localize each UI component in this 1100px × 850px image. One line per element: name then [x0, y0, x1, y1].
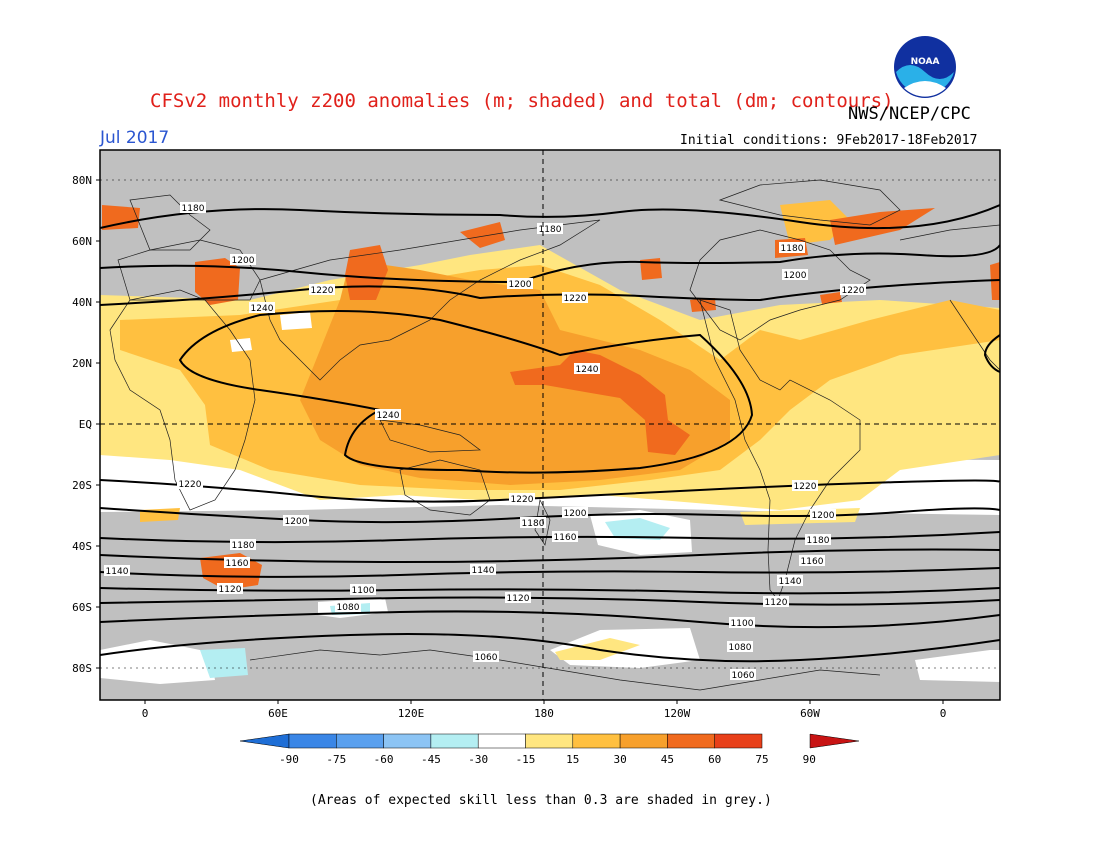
contour-label: 1240 — [576, 365, 599, 375]
contour-label: 1200 — [509, 280, 532, 290]
lon-label: 120W — [664, 707, 691, 720]
contour-label: 1220 — [564, 294, 587, 304]
colorbar-segment — [336, 733, 384, 749]
contour-label: 1160 — [554, 533, 577, 543]
contour-label: 1140 — [779, 577, 802, 587]
contour-label: 1160 — [226, 559, 249, 569]
contour-label: 1100 — [352, 586, 375, 596]
map-title: CFSv2 monthly z200 anomalies (m; shaded)… — [150, 90, 894, 112]
map-frame — [99, 149, 1001, 701]
colorbar-label: -90 — [279, 753, 299, 766]
colorbar-segment — [430, 733, 479, 749]
contour-label: 1220 — [842, 286, 865, 296]
contour-label: 1080 — [729, 643, 752, 653]
contour-label: 1200 — [784, 271, 807, 281]
contour-label: 1240 — [251, 304, 274, 314]
colorbar-segment — [288, 733, 337, 749]
lat-label: 20N — [72, 357, 92, 370]
contour-label: 1220 — [511, 495, 534, 505]
lat-label: 60N — [72, 235, 92, 248]
reference-lines — [100, 150, 1000, 700]
colorbar-right-arrow — [809, 733, 860, 749]
colorbar-segment — [572, 733, 621, 749]
agency-label: NWS/NCEP/CPC — [848, 104, 971, 124]
contour-label: 1180 — [522, 519, 545, 529]
initial-conditions: Initial conditions: 9Feb2017-18Feb2017 — [680, 133, 978, 148]
lon-label: 0 — [142, 707, 149, 720]
contour-label: 1120 — [507, 594, 530, 604]
colorbar-label: -75 — [326, 753, 346, 766]
polar-circles — [100, 179, 1000, 669]
noaa-logo-text: NOAA — [911, 57, 940, 67]
contour-label: 1180 — [807, 536, 830, 546]
colorbar: -90 -75 -60 -45 -30 -15 15 30 45 60 75 90 — [239, 733, 860, 766]
footnote: (Areas of expected skill less than 0.3 a… — [310, 793, 772, 808]
contour-label: 1200 — [812, 511, 835, 521]
colorbar-segment — [477, 733, 526, 749]
contour-label: 1200 — [232, 256, 255, 266]
lat-label: 20S — [72, 479, 92, 492]
colorbar-label: -15 — [516, 753, 536, 766]
colorbar-label: 60 — [708, 753, 721, 766]
longitude-labels: 0 60E 120E 180 120W 60W 0 — [142, 707, 947, 720]
contour-label: 1080 — [337, 603, 360, 613]
contour-label: 1200 — [564, 509, 587, 519]
colorbar-label: -45 — [421, 753, 441, 766]
colorbar-label: 45 — [661, 753, 674, 766]
lat-label: 80N — [72, 174, 92, 187]
lat-label: 60S — [72, 601, 92, 614]
contour-labels: 1180 1180 1200 1220 1240 1200 1220 1240 … — [104, 202, 866, 681]
lat-label: 40S — [72, 540, 92, 553]
colorbar-label: -60 — [374, 753, 394, 766]
colorbar-label: 30 — [613, 753, 626, 766]
contour-label: 1140 — [472, 566, 495, 576]
contour-label: 1060 — [475, 653, 498, 663]
colorbar-label: 75 — [755, 753, 768, 766]
contour-label: 1120 — [219, 585, 242, 595]
colorbar-segment — [714, 733, 763, 749]
contour-label: 1060 — [732, 671, 755, 681]
axis-ticks — [96, 179, 944, 704]
latitude-labels: 80N 60N 40N 20N EQ 20S 40S 60S 80S — [72, 174, 92, 675]
lon-label: 120E — [398, 707, 425, 720]
contour-label: 1140 — [106, 567, 129, 577]
contour-label: 1220 — [179, 480, 202, 490]
colorbar-segment — [619, 733, 668, 749]
contour-label: 1100 — [731, 619, 754, 629]
lon-label: 180 — [534, 707, 554, 720]
noaa-logo: NOAA — [894, 36, 956, 98]
colorbar-left-arrow — [239, 733, 290, 749]
contour-label: 1240 — [377, 411, 400, 421]
lat-label: EQ — [79, 418, 92, 431]
lat-label: 80S — [72, 662, 92, 675]
contour-label: 1220 — [311, 286, 334, 296]
contour-label: 1180 — [539, 225, 562, 235]
valid-month: Jul 2017 — [100, 128, 170, 148]
colorbar-label: -30 — [468, 753, 488, 766]
colorbar-segment — [525, 733, 574, 749]
lat-label: 40N — [72, 296, 92, 309]
lon-label: 0 — [940, 707, 947, 720]
lon-label: 60E — [268, 707, 288, 720]
colorbar-segment — [667, 733, 715, 749]
contour-label: 1200 — [285, 517, 308, 527]
contour-label: 1120 — [765, 598, 788, 608]
contour-label: 1180 — [781, 244, 804, 254]
colorbar-label: 15 — [566, 753, 579, 766]
contour-label: 1180 — [182, 204, 205, 214]
contour-label: 1160 — [801, 557, 824, 567]
contour-label: 1220 — [794, 482, 817, 492]
contour-label: 1180 — [232, 541, 255, 551]
lon-label: 60W — [800, 707, 820, 720]
colorbar-segment — [383, 733, 432, 749]
colorbar-label: 90 — [803, 753, 816, 766]
